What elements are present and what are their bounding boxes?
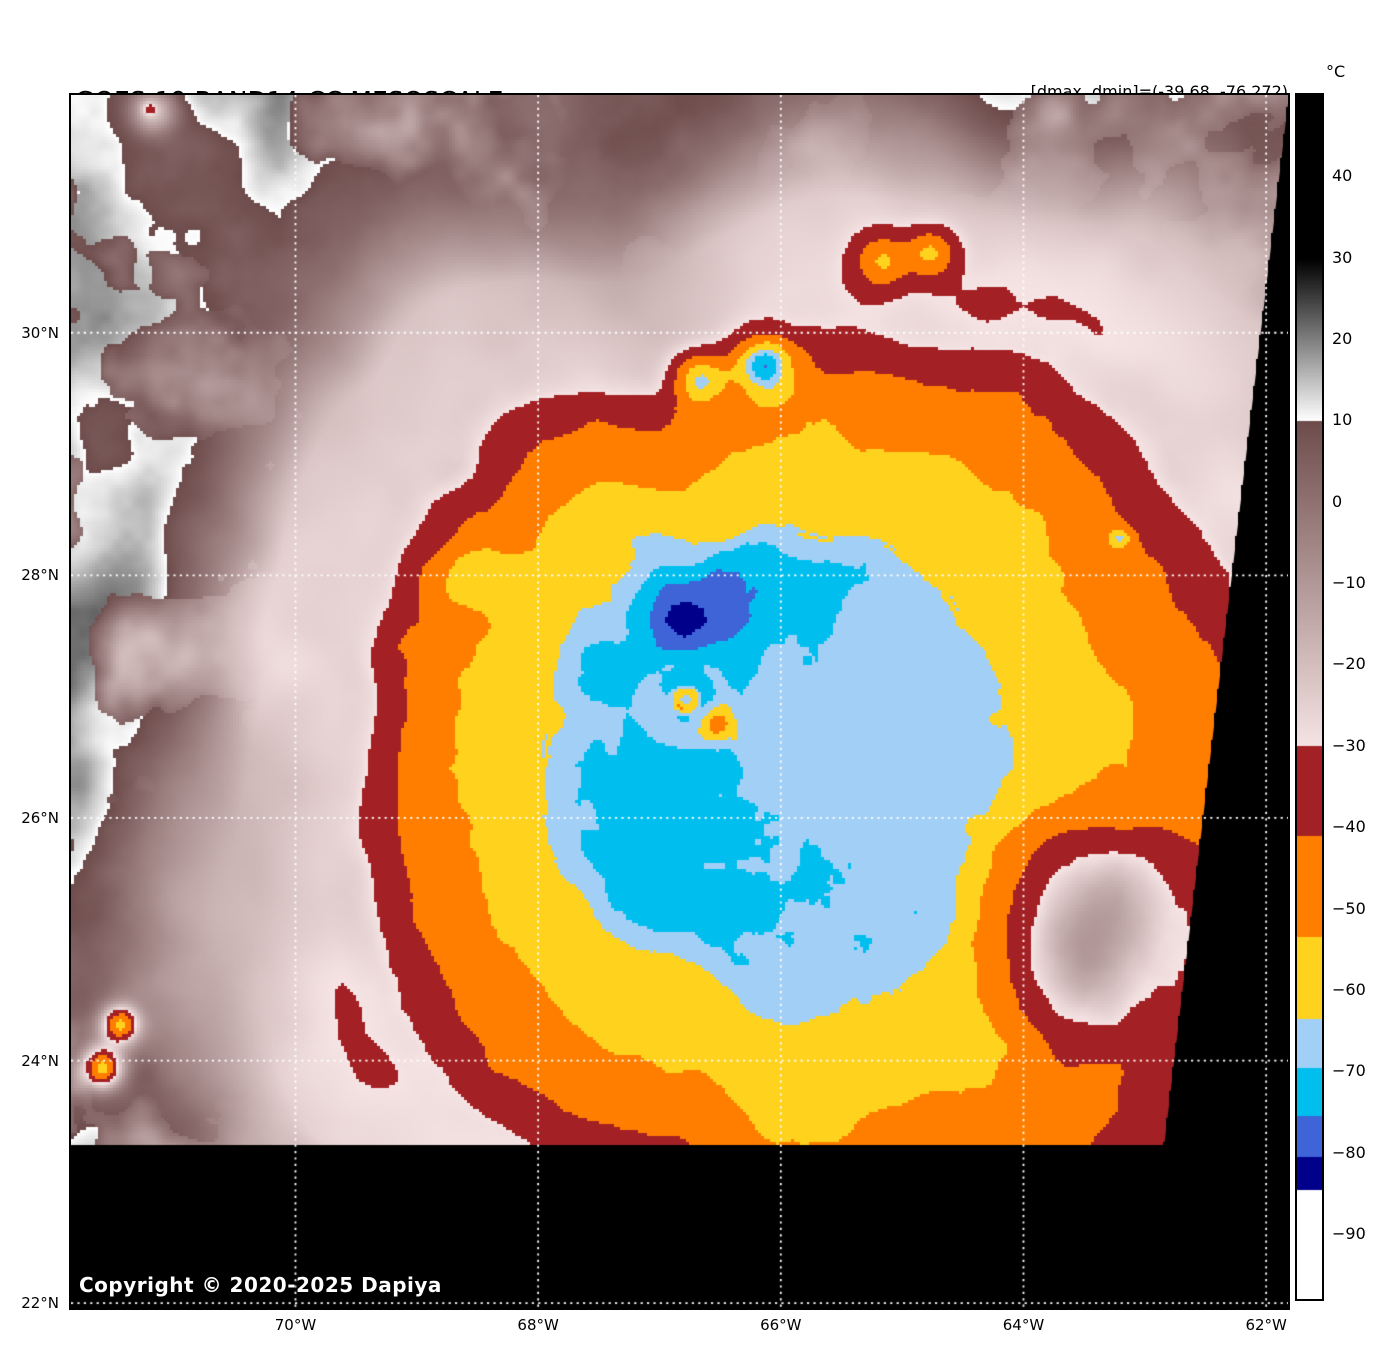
lat-tick-label: 22°N [21, 1294, 59, 1313]
lat-tick-label: 24°N [21, 1051, 59, 1070]
colorbar-tick-label: −70 [1332, 1061, 1366, 1081]
colorbar-frame [1295, 93, 1324, 1301]
colorbar-tick-label: −20 [1332, 654, 1366, 674]
lon-tick-label: 66°W [760, 1316, 802, 1334]
lat-tick-label: 28°N [21, 566, 59, 585]
colorbar-tick-label: 10 [1332, 410, 1353, 430]
colorbar-tick-label: −40 [1332, 817, 1366, 837]
colorbar-tick-label: −50 [1332, 898, 1366, 918]
colorbar-tick-label: −80 [1332, 1142, 1366, 1162]
colorbar-unit-label: °C [1326, 62, 1346, 81]
map-frame: Copyright © 2020-2025 Dapiya [69, 93, 1290, 1310]
colorbar-tick-label: 20 [1332, 329, 1353, 349]
colorbar-tick-label: −30 [1332, 735, 1366, 755]
lon-tick-label: 68°W [517, 1316, 559, 1334]
colorbar-tick-label: −10 [1332, 573, 1366, 593]
lon-tick-label: 70°W [274, 1316, 317, 1334]
colorbar-tick-label: 40 [1332, 166, 1353, 186]
lat-tick-label: 26°N [21, 808, 59, 827]
colorbar-canvas [1297, 95, 1322, 1299]
satellite-imagery-canvas [71, 95, 1288, 1308]
lat-tick-label: 30°N [21, 323, 59, 342]
colorbar-tick-label: 0 [1332, 491, 1343, 511]
colorbar-tick-label: −90 [1332, 1223, 1366, 1243]
lon-tick-label: 62°W [1245, 1316, 1287, 1334]
copyright-watermark: Copyright © 2020-2025 Dapiya [79, 1273, 442, 1297]
lon-tick-label: 64°W [1002, 1316, 1045, 1334]
colorbar-tick-label: 30 [1332, 247, 1353, 267]
colorbar-tick-label: −60 [1332, 979, 1366, 999]
